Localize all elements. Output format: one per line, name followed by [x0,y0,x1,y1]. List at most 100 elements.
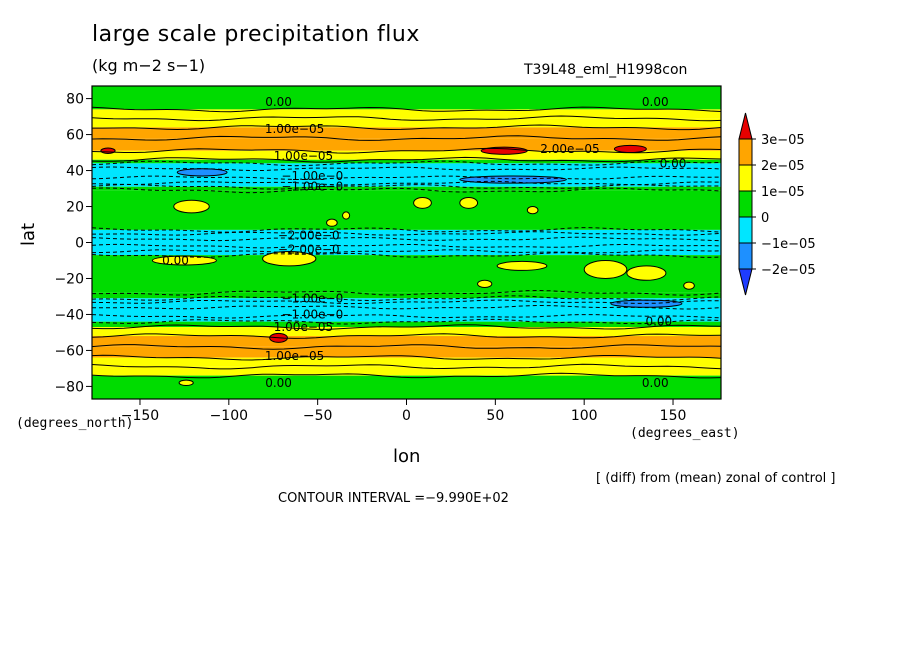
contour-line-5 [91,156,722,163]
feature-8 [496,260,548,271]
contour-line-17 [91,354,722,361]
band-10 [92,229,721,256]
colorbar-box-2 [738,190,753,218]
feature-9 [583,259,628,279]
colorbar-label-4: −1e−05 [761,237,816,252]
contour-label-14: 0.00 [645,315,672,329]
feature-18 [176,168,228,177]
contour-line-15 [91,333,722,339]
band-4 [92,138,721,151]
contour-line-2 [92,124,722,131]
contour-interval: CONTOUR INTERVAL =−9.990E+02 [278,491,509,506]
feature-12 [683,281,695,290]
contour-label-8: −2.00e−0 [278,228,340,242]
feature-4 [459,197,479,209]
feature-0 [173,199,210,214]
colorbar-box-0 [738,138,753,166]
colorbar-label-3: 0 [761,211,769,226]
contour-label-1: 0.00 [642,95,669,109]
colorbar-label-0: 3e−05 [761,133,805,148]
colorbar-top-arrow [738,112,753,140]
feature-2 [342,211,351,220]
x-tick-label-3: 0 [402,408,411,424]
contour-line-14 [91,324,722,330]
contour-label-17: 0.00 [642,376,669,390]
contour-line-1 [91,115,722,122]
feature-6 [262,250,317,267]
band-19 [92,366,721,376]
band-0 [92,86,721,110]
band-16 [92,336,721,347]
contour-label-5: 0.00 [660,156,687,170]
contour-label-4: 1.00e−05 [274,149,333,163]
feature-15 [613,144,647,154]
x-axis-label: lon [393,446,421,467]
y-tick-label-5: 20 [66,200,84,216]
band-12 [92,292,721,299]
contour-label-6: −1.00e−0 [281,169,343,183]
contour-label-13: 1.00e−05 [274,320,333,334]
x-tick-label-5: 100 [571,408,598,424]
contour-label-3: 2.00e−05 [540,142,599,156]
x-tick-label-4: 50 [486,408,504,424]
colorbar-bottom-arrow [738,268,753,296]
contour-line-3 [91,135,722,141]
y-tick-label-3: −20 [54,271,84,287]
band-5 [92,150,721,160]
run-id: T39L48_eml_H1998con [524,62,688,78]
contour-label-7: −1.00e−0 [281,180,343,194]
contour-line-18 [91,363,722,370]
contour-label-11: −1.00e−0 [281,291,343,305]
y-tick-label-1: −60 [54,343,84,359]
colorbar-box-1 [738,164,753,192]
band-15 [92,327,721,337]
contour-label-9: −2.00e−0 [278,243,340,257]
contour-line-0 [91,106,722,113]
chart-units: (kg m−2 s−1) [92,56,206,75]
y-tick-label-0: −80 [54,379,84,395]
x-tick-label-2: −50 [303,408,333,424]
feature-5 [526,206,539,215]
band-2 [92,118,721,128]
feature-10 [626,265,667,281]
colorbar-label-1: 2e−05 [761,159,805,174]
x-tick-label-1: −100 [210,408,248,424]
y-tick-label-6: 40 [66,164,84,180]
contour-line-4 [91,147,722,154]
feature-16 [100,147,116,154]
contour-label-0: 0.00 [265,95,292,109]
y-tick-label-2: −40 [54,307,84,323]
band-3 [92,127,721,139]
x-tick-label-0: −150 [121,408,159,424]
band-1 [92,109,721,119]
band-17 [92,346,721,358]
feature-11 [477,279,493,288]
y-tick-label-8: 80 [66,92,84,108]
diff-note: [ (diff) from (mean) zonal of control ] [596,471,836,486]
x-tick-label-6: 150 [660,408,687,424]
band-18 [92,357,721,367]
x-axis-units: (degrees_east) [630,426,740,441]
feature-3 [413,197,432,209]
band-8 [92,186,721,191]
contour-label-15: 1.00e−05 [265,349,324,363]
colorbar-box-3 [738,216,753,244]
colorbar-label-2: 1e−05 [761,185,805,200]
feature-17 [178,379,194,387]
band-6 [92,159,721,164]
contour-label-2: 1.00e−05 [265,122,324,136]
y-tick-label-7: 60 [66,128,84,144]
feature-7 [151,255,217,266]
band-13 [92,298,721,322]
band-14 [92,321,721,328]
colorbar-box-4 [738,242,753,270]
contour-line-19 [91,372,722,379]
feature-1 [326,218,338,227]
y-axis-units: (degrees_north) [16,416,134,431]
chart-title: large scale precipitation flux [92,22,420,47]
contour-label-16: 0.00 [265,376,292,390]
contour-line-16 [91,344,722,350]
y-tick-label-4: 0 [75,236,84,252]
contour-label-10: 0.00 [162,253,189,267]
